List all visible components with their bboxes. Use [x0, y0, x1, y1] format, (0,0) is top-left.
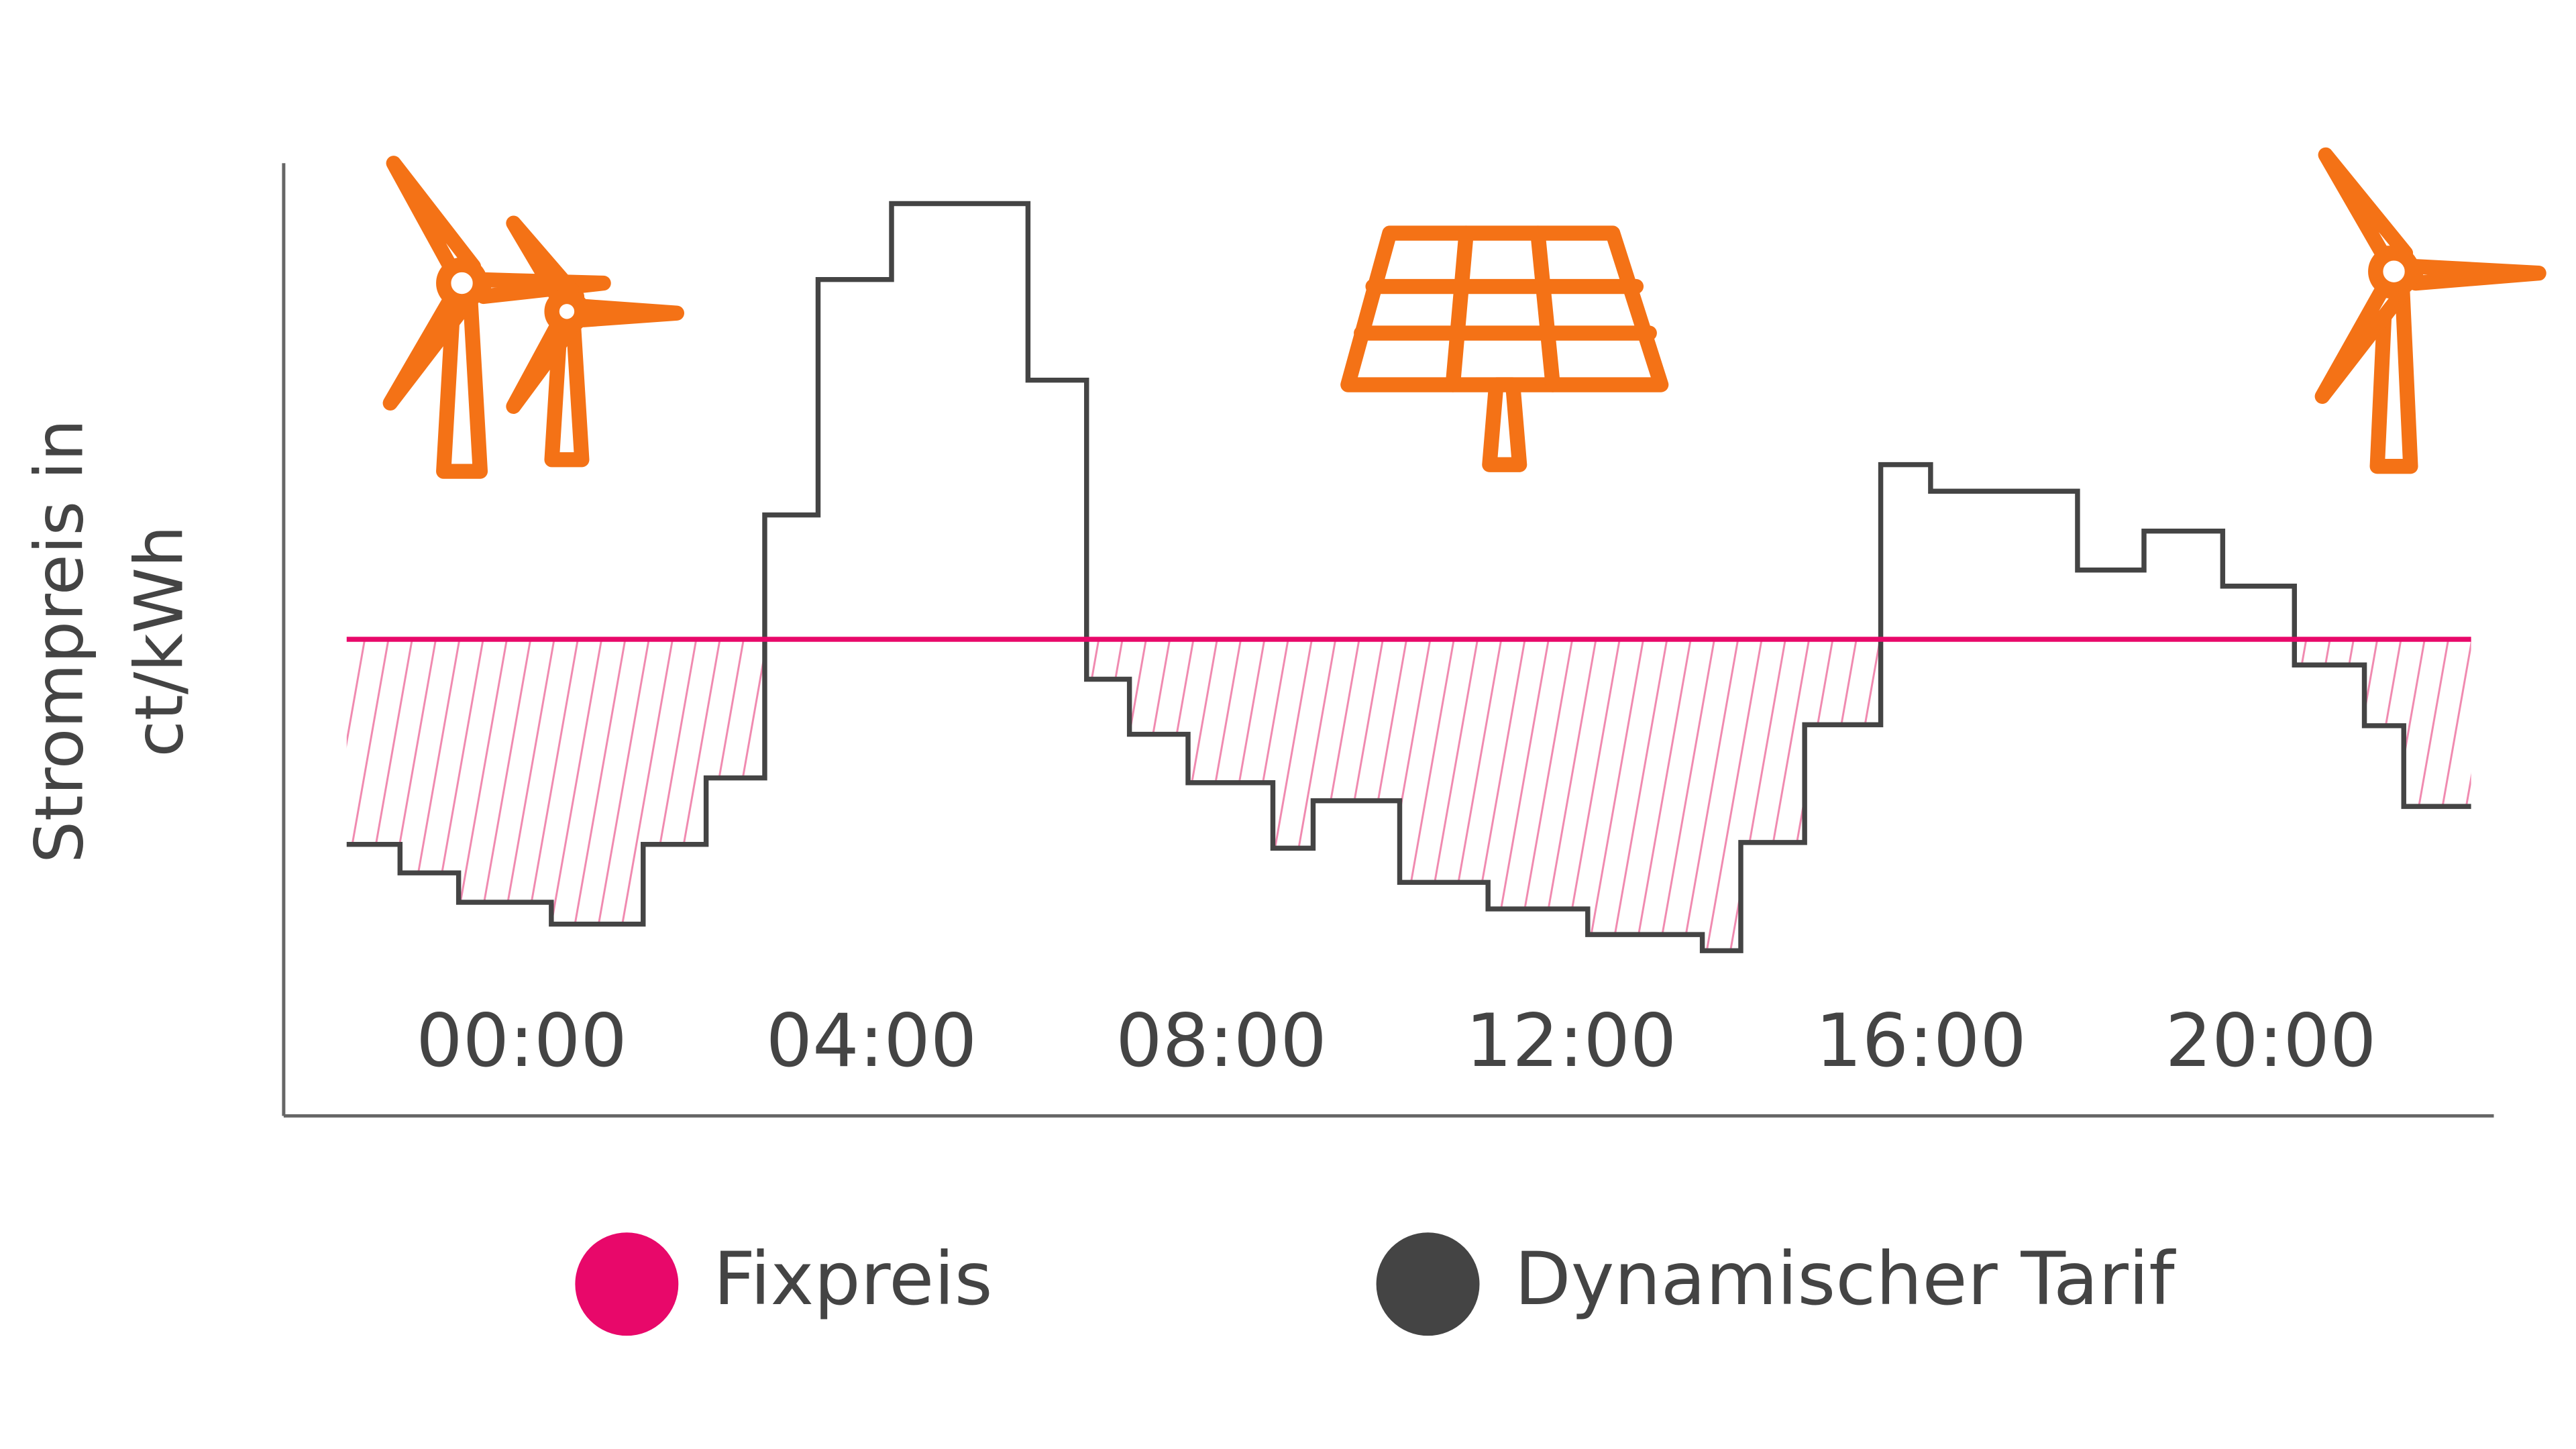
- hatch-area: [346, 639, 2471, 951]
- solar-panel-icon: [1340, 225, 1669, 472]
- y-axis-title-line: Strompreis in: [21, 419, 99, 863]
- icons: [382, 147, 2546, 479]
- y-axis-title-line: ct/kWh: [121, 525, 198, 757]
- legend-label: Fixpreis: [713, 1236, 992, 1322]
- x-tick-label: 08:00: [1116, 998, 1327, 1083]
- x-tick-label: 20:00: [2165, 998, 2377, 1083]
- legend-marker: [1376, 1232, 1480, 1336]
- x-tick-label: 00:00: [416, 998, 627, 1083]
- legend-label: Dynamischer Tarif: [1515, 1236, 2177, 1322]
- wind-turbine-icon: [382, 156, 685, 479]
- x-tick-label: 12:00: [1466, 998, 1677, 1083]
- x-tick-label: 04:00: [766, 998, 977, 1083]
- x-tick-label: 16:00: [1815, 998, 2027, 1083]
- legend-marker: [575, 1232, 679, 1336]
- wind-turbine-icon: [2314, 147, 2546, 474]
- y-axis-title: Strompreis in ct/kWh: [21, 419, 199, 863]
- series-line: [346, 201, 2471, 953]
